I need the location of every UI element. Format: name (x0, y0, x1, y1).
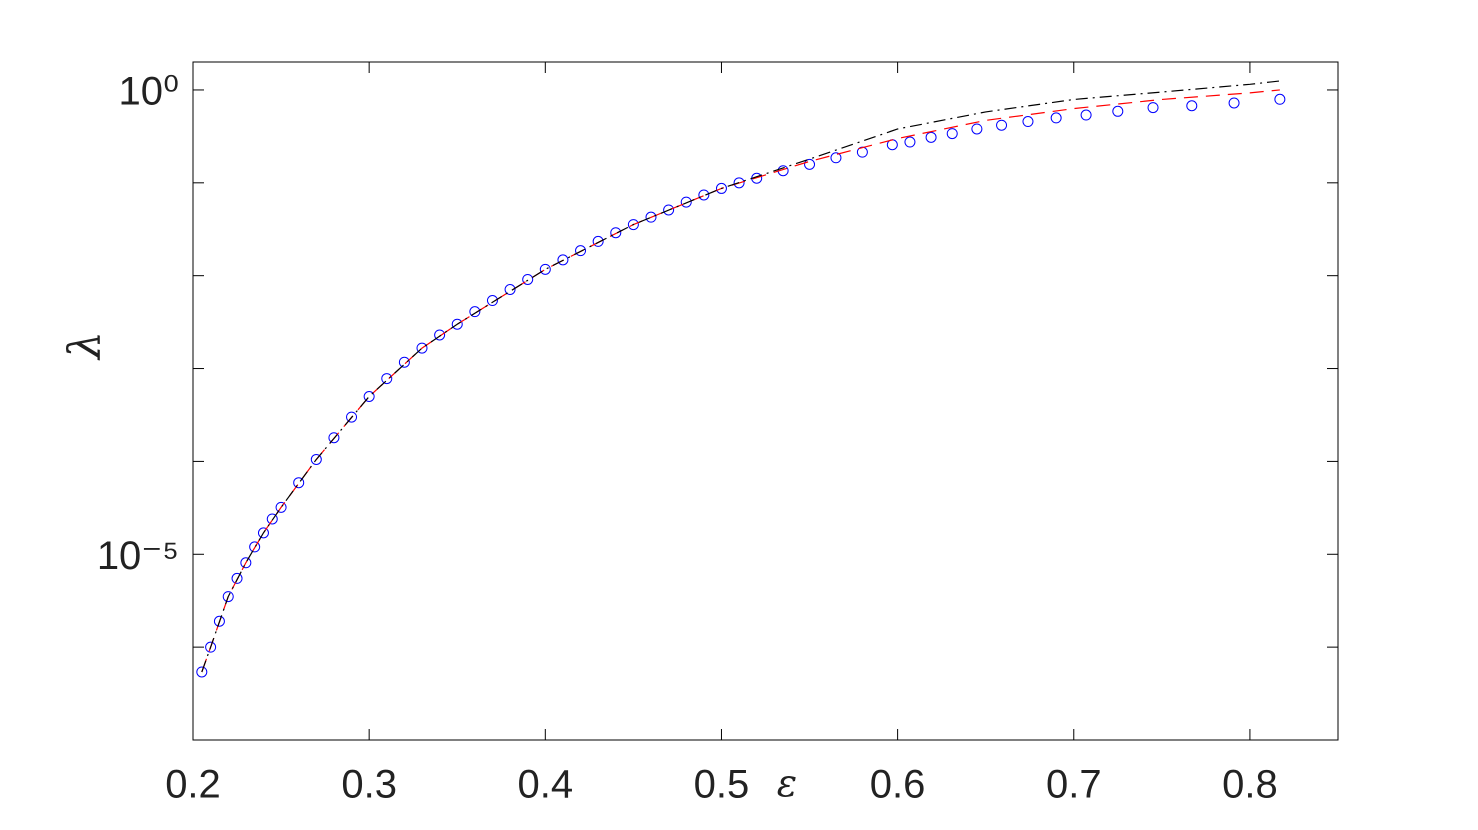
x-tick-label: 0.7 (1046, 763, 1102, 807)
data-point (310, 453, 322, 465)
x-axis-label: ε (777, 762, 797, 806)
data-point (213, 615, 225, 627)
data-point (680, 196, 692, 208)
data-point (1050, 112, 1062, 124)
data-point (451, 318, 463, 330)
data-point (971, 123, 983, 135)
data-point (1186, 100, 1198, 112)
data-point (946, 128, 958, 140)
x-tick-label: 0.5 (694, 763, 750, 807)
data-point (249, 541, 261, 553)
data-point (1228, 97, 1240, 109)
data-point (504, 283, 516, 295)
data-point (293, 477, 305, 489)
data-point (266, 513, 278, 525)
data-point (539, 263, 551, 275)
data-point (416, 342, 428, 354)
data-point (804, 158, 816, 170)
data-point (698, 189, 710, 201)
data-point (231, 572, 243, 584)
x-tick-label: 0.4 (518, 763, 574, 807)
data-point (205, 641, 217, 653)
data-point (486, 295, 498, 307)
x-tick-label: 0.3 (341, 763, 397, 807)
data-point (557, 254, 569, 266)
data-point (1080, 109, 1092, 121)
data-point (996, 119, 1008, 131)
model-line (201, 89, 1280, 673)
data-point (222, 591, 234, 603)
data-point (196, 666, 208, 678)
x-tick-label: 0.6 (870, 763, 926, 807)
x-tick-label: 0.8 (1222, 763, 1278, 807)
data-point (1112, 105, 1124, 117)
data-point (663, 204, 675, 216)
data-point (434, 329, 446, 341)
model-line (201, 80, 1280, 673)
data-point (363, 391, 375, 403)
data-point (925, 131, 937, 143)
data-point (1022, 116, 1034, 128)
data-point (257, 527, 269, 539)
data-point (240, 557, 252, 569)
data-point (645, 211, 657, 223)
data-point (328, 432, 340, 444)
data-point (275, 501, 287, 513)
data-point (715, 182, 727, 194)
data-point (1274, 93, 1286, 105)
data-point (610, 227, 622, 239)
data-point (1147, 102, 1159, 114)
plot-frame (192, 61, 1339, 741)
data-point (398, 356, 410, 368)
y-tick-label: 10⁰ (118, 70, 179, 114)
y-tick-label: 10⁻⁵ (97, 534, 179, 578)
data-point (904, 136, 916, 148)
data-point (469, 306, 481, 318)
data-point (381, 373, 393, 385)
data-point (830, 152, 842, 164)
x-tick-label: 0.2 (165, 763, 221, 807)
data-point (346, 411, 358, 423)
data-point (575, 245, 587, 257)
data-point (627, 219, 639, 231)
data-point (733, 177, 745, 189)
y-axis-label: λ (60, 331, 111, 361)
data-point (592, 235, 604, 247)
data-point (522, 273, 534, 285)
